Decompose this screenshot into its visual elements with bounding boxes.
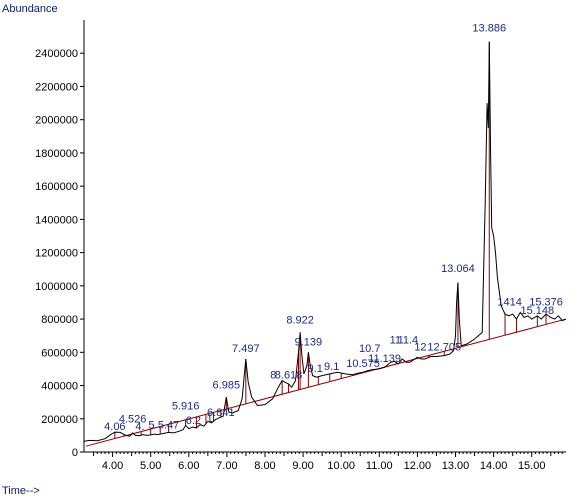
x-tick-label: 6.00	[178, 460, 199, 472]
x-tick-label: 5.00	[140, 460, 161, 472]
peak-label: 11.4	[398, 335, 419, 347]
x-tick-label: 8.00	[254, 460, 275, 472]
y-tick-label: 1400000	[35, 214, 78, 226]
peak-label: 9.1	[308, 363, 323, 375]
peak-label: 4.526	[119, 414, 147, 426]
peak-label: 8	[270, 370, 276, 382]
x-tick-label: 9.00	[292, 460, 313, 472]
y-axis-title: Abundance	[2, 3, 58, 15]
x-tick-label: 11.00	[366, 460, 393, 472]
peak-label: 5.47	[158, 419, 179, 431]
y-tick-label: 200000	[41, 414, 78, 426]
y-tick-label: 600000	[41, 347, 78, 359]
x-tick-label: 10.00	[327, 460, 355, 472]
x-tick-label: 14.00	[480, 460, 508, 472]
signal-line	[83, 41, 567, 442]
y-tick-label: 1600000	[35, 181, 78, 193]
peak-label: 11	[390, 335, 401, 347]
x-tick-label: 13.00	[442, 460, 470, 472]
peak-label: 5	[148, 419, 154, 431]
peak-label: 4.	[135, 421, 144, 433]
y-tick-label: 1000000	[35, 281, 78, 293]
y-tick-label: 400000	[41, 381, 78, 393]
peak-label: 6.985	[213, 380, 241, 392]
x-tick-label: 4.00	[102, 460, 123, 472]
peak-label: 10.7	[359, 343, 380, 355]
peak-label: 1	[207, 413, 213, 425]
peak-label: 9.139	[295, 336, 323, 348]
peak-label: 6.2	[186, 415, 201, 427]
peak-label: 4.06	[104, 421, 125, 433]
peak-label: 7.497	[232, 343, 260, 355]
peak-label: 11.139	[368, 353, 401, 365]
x-tick-label: 12.00	[404, 460, 432, 472]
baseline-line	[85, 318, 567, 447]
y-tick-label: 1800000	[35, 148, 78, 160]
y-ticks: 0 200000 400000 600000 800000 1000000 1200000 1…	[35, 48, 84, 459]
x-tick-label: 15.00	[518, 460, 546, 472]
x-ticks: 4.00 5.00 6.00 7.00 8.00 9.00 10.00 11.00 12.00 1…	[93, 452, 563, 472]
peak-label: 6.841	[207, 407, 235, 419]
peak-label: 13.886	[472, 22, 506, 34]
peak-label: 8.922	[286, 315, 314, 327]
y-tick-label: 2400000	[35, 48, 78, 60]
y-tick-label: 1200000	[35, 248, 78, 260]
peak-label: 12.705	[427, 341, 461, 353]
peak-label: 15.376	[529, 296, 563, 308]
peak-label: 13.064	[441, 263, 475, 275]
peak-label: 12	[414, 341, 426, 353]
y-tick-label: 800000	[41, 314, 78, 326]
y-tick-label: 2000000	[35, 115, 78, 127]
x-tick-label: 7.00	[216, 460, 237, 472]
peak-label: 1414	[497, 296, 521, 308]
peak-label: 15.148	[521, 305, 555, 317]
signal-trace	[83, 41, 567, 442]
integration-baseline	[85, 318, 567, 447]
y-tick-label: 2200000	[35, 81, 78, 93]
y-tick-label: 0	[72, 447, 78, 459]
peak-label: 10.575	[346, 358, 380, 370]
x-axis-title: Time-->	[2, 485, 40, 496]
peak-label: 5.916	[172, 400, 200, 412]
peak-label: 9.1	[324, 361, 339, 373]
integration-drops	[114, 41, 547, 439]
peak-label: 8.618	[275, 370, 303, 382]
